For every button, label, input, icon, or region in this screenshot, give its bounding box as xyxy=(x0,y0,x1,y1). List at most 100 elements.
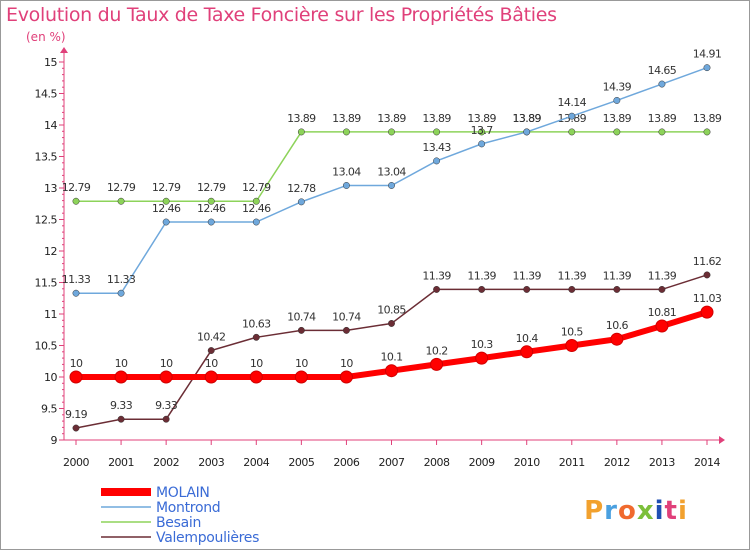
data-point xyxy=(610,332,624,346)
data-point xyxy=(568,128,576,136)
data-point xyxy=(252,333,260,341)
data-point xyxy=(520,345,534,359)
data-point xyxy=(69,370,83,384)
data-label: 11.39 xyxy=(603,269,632,282)
data-point xyxy=(655,319,669,333)
x-tick-label: 2013 xyxy=(649,456,675,469)
data-label: 12.78 xyxy=(287,182,316,195)
data-point xyxy=(388,182,395,189)
data-point xyxy=(658,285,666,293)
data-label: 10.85 xyxy=(377,303,406,316)
data-point xyxy=(114,370,128,384)
data-label: 12.46 xyxy=(197,202,226,215)
data-label: 11.33 xyxy=(107,273,136,286)
data-point xyxy=(297,198,305,206)
x-tick-label: 2010 xyxy=(514,456,540,469)
data-point xyxy=(388,128,395,136)
data-label: 10.63 xyxy=(242,317,271,330)
data-point xyxy=(523,285,531,293)
data-label: 10.74 xyxy=(287,310,316,323)
data-point xyxy=(478,285,486,293)
data-point xyxy=(162,197,170,205)
proxiti-logo: Proxiti xyxy=(584,496,688,526)
data-label: 12.79 xyxy=(107,181,136,194)
data-point xyxy=(342,182,350,189)
y-tick-label: 11 xyxy=(44,308,57,321)
data-label: 13.89 xyxy=(648,112,677,125)
data-label: 13.04 xyxy=(377,165,406,178)
x-tick-label: 2006 xyxy=(333,456,359,469)
data-label: 10.3 xyxy=(471,338,494,351)
data-point xyxy=(433,128,441,136)
data-label: 10 xyxy=(70,357,83,370)
data-point xyxy=(658,128,666,136)
data-label: 10 xyxy=(115,357,128,370)
data-label: 14.65 xyxy=(648,64,677,77)
y-tick-label: 12 xyxy=(44,245,57,258)
legend-label: Montrond xyxy=(156,500,220,516)
data-label: 12.79 xyxy=(62,181,91,194)
data-label: 13.89 xyxy=(512,112,541,125)
data-label: 10.6 xyxy=(606,319,629,332)
data-point xyxy=(658,80,666,88)
data-point xyxy=(433,285,441,293)
data-point xyxy=(523,128,531,136)
data-label: 12.79 xyxy=(152,181,181,194)
data-label: 11.03 xyxy=(693,292,722,305)
x-tick-label: 2012 xyxy=(604,456,630,469)
data-point xyxy=(297,326,305,334)
data-point xyxy=(207,197,215,205)
data-point xyxy=(342,326,350,334)
data-label: 10 xyxy=(295,357,308,370)
data-label: 13.89 xyxy=(603,112,632,125)
data-point xyxy=(72,197,80,205)
data-point xyxy=(475,351,489,365)
data-point xyxy=(613,285,621,293)
x-tick-label: 2003 xyxy=(198,456,224,469)
data-label: 13.7 xyxy=(471,124,494,137)
data-point xyxy=(430,357,444,371)
data-point xyxy=(117,415,125,423)
data-point xyxy=(117,197,125,205)
y-tick-label: 15 xyxy=(44,56,57,69)
data-label: 10.2 xyxy=(426,344,448,357)
x-tick-label: 2000 xyxy=(63,456,89,469)
y-tick-label: 14 xyxy=(44,119,57,132)
data-point xyxy=(388,320,395,327)
data-label: 11.62 xyxy=(693,255,722,268)
data-point xyxy=(297,128,305,136)
y-axis-arrow xyxy=(60,47,68,53)
data-point xyxy=(159,370,173,384)
x-tick-label: 2014 xyxy=(694,456,720,469)
data-label: 11.39 xyxy=(467,269,496,282)
data-point xyxy=(72,289,80,297)
data-label: 12.46 xyxy=(242,202,271,215)
chart-title: Evolution du Taux de Taxe Foncière sur l… xyxy=(6,4,557,26)
chart-unit: (en %) xyxy=(26,30,66,44)
data-label: 10.42 xyxy=(197,331,226,344)
data-label: 13.43 xyxy=(422,141,451,154)
data-label: 11.39 xyxy=(558,269,587,282)
data-point xyxy=(568,112,576,120)
data-label: 10.81 xyxy=(648,306,677,319)
x-tick-label: 2002 xyxy=(153,456,179,469)
x-tick-label: 2001 xyxy=(108,456,134,469)
y-tick-label: 12.5 xyxy=(35,214,58,227)
data-label: 9.33 xyxy=(155,399,178,412)
data-point xyxy=(207,347,215,354)
x-tick-label: 2005 xyxy=(288,456,314,469)
data-point xyxy=(162,218,170,226)
legend-label: Valempoulières xyxy=(156,530,259,546)
data-label: 10 xyxy=(250,357,263,370)
data-point xyxy=(568,285,576,293)
data-label: 13.89 xyxy=(287,112,316,125)
y-tick-label: 13 xyxy=(44,182,57,195)
data-point xyxy=(117,289,125,297)
data-point xyxy=(703,128,711,136)
data-label: 13.89 xyxy=(693,112,722,125)
data-label: 9.33 xyxy=(110,399,133,412)
data-label: 11.39 xyxy=(422,269,451,282)
y-tick-label: 9 xyxy=(51,434,58,447)
